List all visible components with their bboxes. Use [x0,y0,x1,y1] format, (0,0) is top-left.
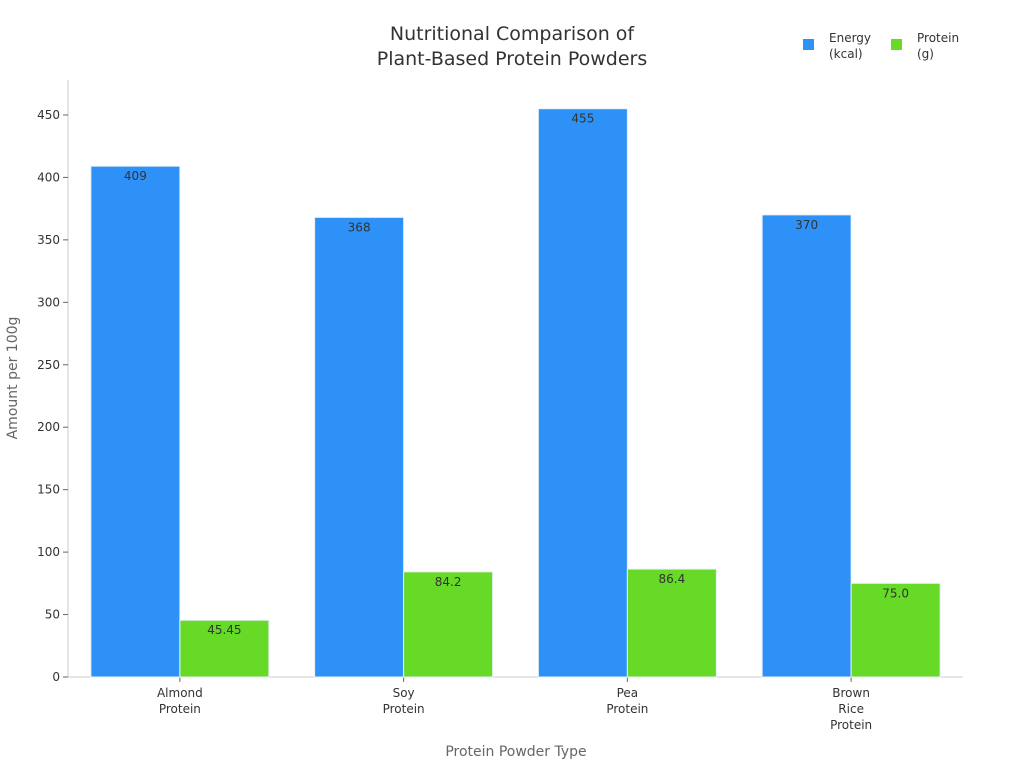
data-label: 455 [571,112,594,126]
data-label: 370 [795,218,818,232]
bar-energy [314,216,405,678]
bar-energy [90,165,181,678]
data-label: 409 [124,169,147,183]
legend-swatch [891,39,902,50]
y-tick-label: 400 [37,170,60,184]
bar-energy [537,108,628,678]
data-label: 86.4 [659,572,686,586]
x-tick-label: Pea Protein [606,686,648,716]
data-label: 368 [348,220,371,234]
chart-title: Nutritional Comparison of Plant-Based Pro… [377,23,647,70]
y-tick-label: 250 [37,358,60,372]
y-tick-label: 50 [45,608,60,622]
legend-label: Energy (kcal) [829,31,871,61]
data-label: 45.45 [207,623,241,637]
legend-label: Protein (g) [917,31,959,61]
y-axis-label: Amount per 100g [5,317,21,440]
data-label: 75.0 [882,586,909,600]
y-tick-label: 150 [37,483,60,497]
bar-protein [179,619,270,678]
x-tick-label: Brown Rice Protein [830,686,872,732]
x-axis-label: Protein Powder Type [445,744,586,760]
y-tick-label: 350 [37,233,60,247]
y-tick-label: 100 [37,545,60,559]
data-label: 84.2 [435,575,462,589]
y-tick-label: 0 [52,670,60,684]
bar-protein [626,568,717,678]
bar-energy [761,214,852,678]
bar-protein [850,582,941,678]
x-tick-label: Almond Protein [157,686,203,716]
y-tick-label: 450 [37,108,60,122]
legend-swatch [803,39,814,50]
y-tick-label: 200 [37,420,60,434]
bar-protein [403,571,494,678]
y-tick-label: 300 [37,295,60,309]
x-tick-label: Soy Protein [383,686,425,716]
